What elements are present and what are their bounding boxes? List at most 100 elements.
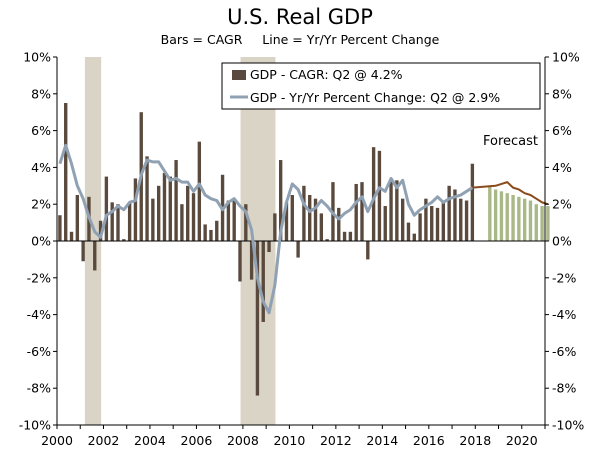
bar-cagr-56 — [383, 206, 387, 241]
x-tick-label-3: 2006 — [181, 433, 213, 448]
bar-cagr-41 — [296, 241, 300, 258]
bar-cagr-33 — [249, 241, 254, 280]
y-tick-label-left-4: 2% — [31, 197, 51, 212]
y-tick-label-left-3: 4% — [31, 160, 51, 175]
bar-cagr-forecast-4 — [511, 195, 515, 241]
bar-cagr-21 — [180, 204, 184, 241]
bar-cagr-51 — [354, 183, 358, 241]
line-series — [58, 143, 549, 315]
y-tick-label-left-10: -10% — [19, 418, 51, 433]
bar-cagr-4 — [81, 241, 85, 262]
bar-cagr-69 — [459, 198, 463, 241]
x-tick-label-0: 2000 — [41, 433, 73, 448]
bar-cagr-45 — [319, 213, 324, 241]
bar-cagr-39 — [284, 202, 289, 241]
y-tick-label-right-4: 2% — [552, 197, 572, 212]
bar-cagr-46 — [325, 239, 329, 241]
bar-cagr-38 — [278, 160, 283, 241]
y-tick-label-left-7: -4% — [27, 307, 51, 322]
bar-cagr-37 — [273, 213, 277, 241]
y-tick-label-right-7: -4% — [552, 307, 576, 322]
bar-cagr-2 — [69, 231, 74, 241]
y-tick-label-right-6: -2% — [552, 270, 576, 285]
bar-cagr-15 — [145, 156, 149, 241]
bar-cagr-forecast-0 — [488, 185, 492, 241]
x-tick-label-2: 2004 — [134, 433, 166, 448]
bar-cagr-62 — [418, 213, 422, 241]
x-tick-label-8: 2016 — [413, 433, 445, 448]
y-tick-label-right-0: 10% — [552, 50, 580, 65]
line-yoy — [58, 143, 474, 315]
bar-series — [58, 103, 550, 396]
bar-cagr-26 — [209, 229, 213, 241]
bar-cagr-3 — [75, 195, 80, 241]
chart-subtitle: Bars = CAGR Line = Yr/Yr Percent Change — [161, 32, 440, 47]
x-tick-label-4: 2008 — [227, 433, 259, 448]
bar-cagr-22 — [186, 185, 190, 241]
x-tick-label-6: 2012 — [320, 433, 352, 448]
y-tick-label-right-1: 8% — [552, 86, 572, 101]
bar-cagr-55 — [377, 150, 382, 241]
bar-cagr-64 — [430, 206, 434, 241]
bar-cagr-67 — [447, 185, 451, 241]
bar-cagr-32 — [244, 204, 248, 241]
bar-cagr-48 — [337, 207, 341, 241]
bar-cagr-44 — [313, 198, 318, 241]
y-tick-label-left-0: 10% — [23, 50, 51, 65]
bar-cagr-52 — [360, 182, 364, 241]
bar-cagr-49 — [342, 231, 347, 241]
tick-labels: 10% 10% 8% 8% 6% 6% 4% 4% 2% 2% 0% 0% -2% -2% -4% -4% -6… — [19, 50, 585, 449]
legend-swatch-cagr — [232, 70, 246, 80]
bar-cagr-34 — [255, 241, 260, 396]
y-tick-label-left-2: 6% — [31, 123, 51, 138]
bar-cagr-54 — [371, 147, 376, 241]
legend-box — [221, 62, 541, 110]
y-tick-label-left-6: -2% — [27, 270, 51, 285]
bar-cagr-57 — [389, 180, 393, 241]
bar-cagr-70 — [464, 200, 469, 241]
bar-cagr-forecast-9 — [540, 206, 544, 241]
bar-cagr-18 — [162, 172, 167, 241]
y-tick-label-left-1: 8% — [31, 86, 51, 101]
legend-label-yoy: GDP - Yr/Yr Percent Change: Q2 @ 2.9% — [250, 90, 500, 105]
x-tick-label-5: 2010 — [273, 433, 305, 448]
bar-cagr-61 — [412, 233, 416, 241]
y-tick-label-right-2: 6% — [552, 123, 572, 138]
bar-cagr-forecast-2 — [499, 191, 504, 241]
bar-cagr-6 — [93, 241, 97, 271]
bar-cagr-31 — [238, 241, 242, 282]
y-tick-label-left-8: -6% — [27, 344, 51, 359]
y-tick-label-right-10: -10% — [552, 418, 584, 433]
legend: GDP - CAGR: Q2 @ 4.2% GDP - Yr/Yr Percen… — [221, 62, 541, 110]
bar-cagr-40 — [290, 195, 294, 241]
bar-cagr-71 — [470, 163, 475, 241]
bar-cagr-1 — [64, 103, 68, 241]
axes — [53, 56, 549, 429]
forecast-annotation: Forecast — [483, 134, 538, 149]
line-yoy-forecast — [472, 181, 549, 206]
bar-cagr-27 — [215, 220, 219, 241]
y-tick-label-right-5: 0% — [552, 234, 572, 249]
bar-cagr-30 — [232, 198, 236, 241]
bar-cagr-42 — [302, 185, 306, 241]
bar-cagr-23 — [191, 193, 196, 241]
legend-label-cagr: GDP - CAGR: Q2 @ 4.2% — [250, 67, 403, 82]
chart-title: U.S. Real GDP — [227, 5, 373, 29]
x-tick-label-9: 2018 — [459, 433, 491, 448]
bar-cagr-24 — [197, 141, 202, 241]
bar-cagr-63 — [424, 198, 428, 241]
y-tick-label-right-3: 4% — [552, 160, 572, 175]
bar-cagr-53 — [366, 241, 370, 260]
x-tick-label-1: 2002 — [88, 433, 120, 448]
bar-cagr-12 — [127, 202, 132, 241]
bar-cagr-66 — [441, 200, 446, 241]
y-tick-label-left-5: 0% — [31, 234, 51, 249]
bar-cagr-60 — [406, 222, 411, 241]
bar-cagr-17 — [156, 185, 161, 241]
bar-cagr-0 — [58, 215, 62, 241]
bar-cagr-10 — [116, 204, 120, 241]
bar-cagr-16 — [151, 198, 155, 241]
bar-cagr-13 — [133, 178, 138, 241]
bar-cagr-58 — [395, 180, 399, 241]
bar-cagr-7 — [98, 220, 103, 241]
